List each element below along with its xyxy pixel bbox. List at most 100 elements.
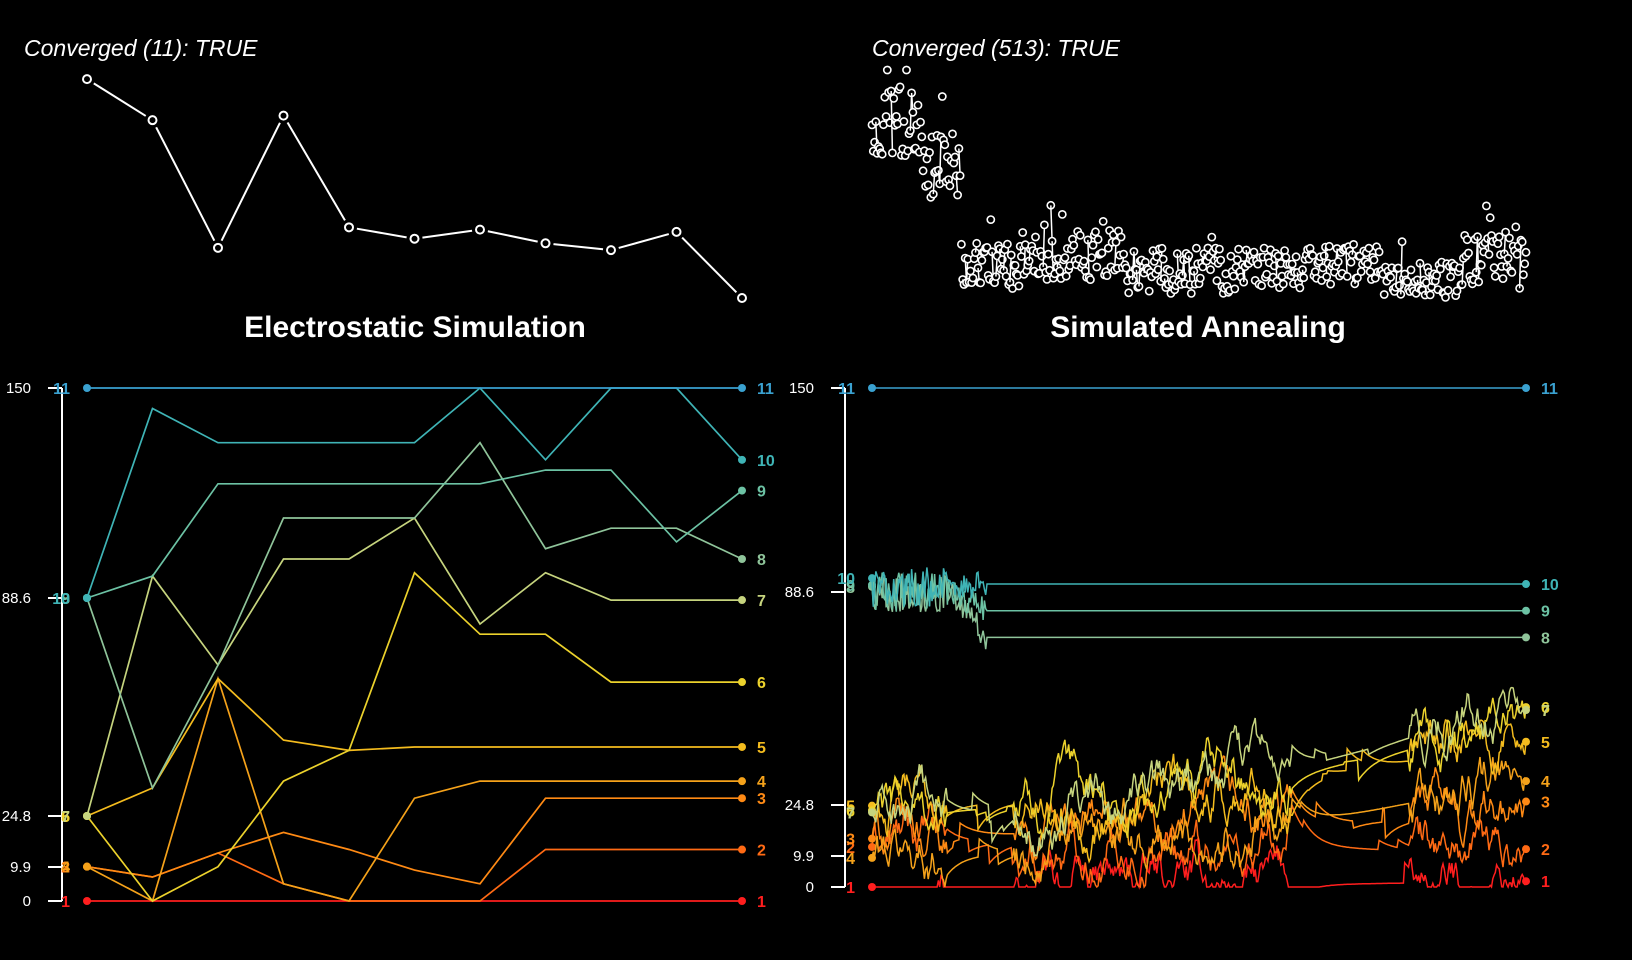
convergence-point <box>917 132 927 142</box>
convergence-point <box>918 166 928 176</box>
series-start-label: 8 <box>61 591 70 608</box>
convergence-point <box>891 112 901 121</box>
convergence-point <box>1505 233 1514 243</box>
convergence-point <box>1520 259 1530 269</box>
convergence-point <box>1464 248 1473 258</box>
y-tick-label: 88.6 <box>785 584 814 601</box>
convergence-segment <box>286 121 346 221</box>
series-start-label: 3 <box>61 860 70 877</box>
series-start-label: 2 <box>846 840 855 857</box>
series-line <box>871 718 1527 864</box>
series-end-label: 10 <box>1541 577 1559 594</box>
convergence-segment <box>1050 205 1053 242</box>
convergence-point <box>889 94 899 103</box>
series-end-label: 6 <box>757 675 766 692</box>
convergence-point <box>1295 283 1305 293</box>
convergence-point <box>1324 241 1334 251</box>
series-end-label: 2 <box>1541 842 1550 859</box>
series-start-point <box>868 842 876 851</box>
convergence-point <box>888 148 897 158</box>
convergence-point <box>1093 234 1103 244</box>
convergence-point <box>1060 253 1070 263</box>
series-start-label: 8 <box>846 580 855 597</box>
convergence-point <box>278 110 289 121</box>
convergence-point <box>1353 273 1362 283</box>
y-tick-label: 0 <box>806 879 814 896</box>
convergence-point <box>213 242 223 253</box>
convergence-point <box>1503 253 1513 263</box>
series-start-label: 3 <box>846 832 855 849</box>
series-start-label: 1 <box>846 880 855 897</box>
convergence-point <box>940 140 950 150</box>
convergence-point <box>1364 243 1374 253</box>
series-start-label: 11 <box>53 381 70 398</box>
convergence-point <box>1369 255 1379 265</box>
series-end-label: 3 <box>1541 795 1550 812</box>
series-end-point <box>1522 633 1530 642</box>
convergence-point <box>1406 265 1416 275</box>
convergence-point <box>1281 252 1291 262</box>
convergence-point <box>1040 220 1049 230</box>
convergence-point <box>1069 240 1079 250</box>
convergence-point <box>1014 281 1024 291</box>
series-start-point <box>868 834 876 843</box>
series-end-label: 4 <box>757 774 766 791</box>
series-end-point <box>1522 606 1530 615</box>
convergence-point <box>1342 271 1352 281</box>
series-line <box>871 572 1526 620</box>
series-line <box>871 697 1527 841</box>
convergence-point <box>1278 279 1288 289</box>
series-end-point <box>738 455 746 464</box>
series-end-label: 10 <box>757 453 775 470</box>
convergence-point <box>1003 239 1012 249</box>
series-end-point <box>738 596 746 605</box>
convergence-point <box>1432 271 1441 280</box>
convergence-segment <box>356 227 407 239</box>
convergence-point <box>908 107 918 117</box>
annealing-title: Simulated Annealing <box>1050 311 1346 344</box>
convergence-point <box>1098 216 1108 226</box>
convergence-segment <box>1518 240 1522 289</box>
series-end-point <box>1522 737 1530 746</box>
convergence-point <box>1521 247 1531 257</box>
convergence-point <box>1494 232 1504 242</box>
convergence-point <box>1512 249 1522 259</box>
convergence-point <box>1374 247 1384 257</box>
series-end-label: 9 <box>1541 604 1550 621</box>
convergence-point <box>82 74 92 85</box>
convergence-point <box>1511 222 1521 232</box>
convergence-point <box>1091 227 1100 237</box>
series-end-label: 5 <box>757 740 766 757</box>
convergence-point <box>1322 272 1332 282</box>
series-start-label: 10 <box>52 591 70 608</box>
convergence-point <box>1031 232 1040 242</box>
series-start-label: 2 <box>61 860 70 877</box>
series-line <box>871 686 1527 857</box>
electrostatic-convergence-title: Converged (11): TRUE <box>24 35 258 61</box>
series-start-point <box>868 384 876 392</box>
convergence-point <box>1474 277 1484 287</box>
convergence-point <box>1119 249 1128 259</box>
convergence-point <box>1116 232 1126 242</box>
convergence-segment <box>422 229 473 239</box>
convergence-point <box>1079 256 1089 266</box>
convergence-point <box>899 117 909 126</box>
convergence-point <box>1010 260 1020 270</box>
series-line <box>86 848 742 902</box>
convergence-point <box>671 226 682 237</box>
series-start-label: 11 <box>838 381 855 398</box>
series-start-label: 10 <box>837 571 855 588</box>
convergence-point <box>1043 249 1053 259</box>
series-end-label: 3 <box>757 791 766 808</box>
series-start-label: 6 <box>61 809 70 826</box>
convergence-point <box>1436 264 1445 274</box>
convergence-point <box>950 152 960 162</box>
convergence-point <box>895 82 905 92</box>
convergence-segment <box>681 236 738 294</box>
series-end-point <box>738 384 746 392</box>
convergence-segment <box>1159 248 1163 282</box>
convergence-point <box>1319 251 1329 261</box>
convergence-point <box>1489 263 1499 273</box>
convergence-segment <box>93 82 147 117</box>
